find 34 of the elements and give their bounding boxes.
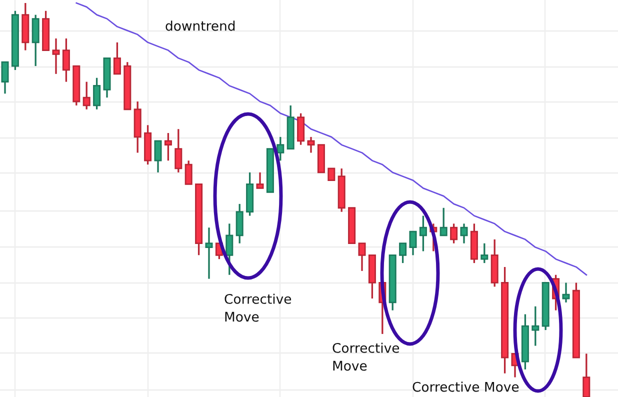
candlestick [62, 38, 70, 83]
candlestick [419, 214, 427, 252]
annotation: downtrend [166, 20, 235, 31]
annotation: Corrective Move [332, 342, 400, 371]
candlestick [256, 172, 264, 190]
candlestick [562, 282, 570, 304]
candlestick [582, 352, 590, 397]
candlestick [480, 242, 488, 264]
candlestick [236, 203, 244, 244]
candlestick [358, 242, 366, 272]
candlestick [399, 242, 407, 264]
candlestick [205, 226, 213, 280]
candlestick [307, 136, 315, 154]
candlestick [1, 61, 9, 94]
candlestick [328, 168, 336, 181]
candlestick [52, 38, 60, 75]
candlestick [450, 222, 458, 244]
candlestick [164, 132, 172, 162]
candlestick [532, 306, 540, 347]
annotation: Corrective Move [224, 294, 292, 322]
candlestick [82, 80, 90, 110]
annotation: Corrective Move [412, 382, 519, 392]
candlestick [409, 230, 417, 256]
candlestick [226, 222, 234, 276]
candlestick [174, 128, 182, 174]
candlestick [184, 160, 192, 186]
candlestick [276, 136, 284, 162]
candlestick [297, 112, 305, 146]
candlestick [32, 14, 40, 67]
candlestick [113, 42, 121, 75]
candlestick [440, 207, 448, 236]
candlestick [154, 140, 162, 174]
candlestick [93, 77, 101, 110]
candlestick [460, 222, 468, 244]
